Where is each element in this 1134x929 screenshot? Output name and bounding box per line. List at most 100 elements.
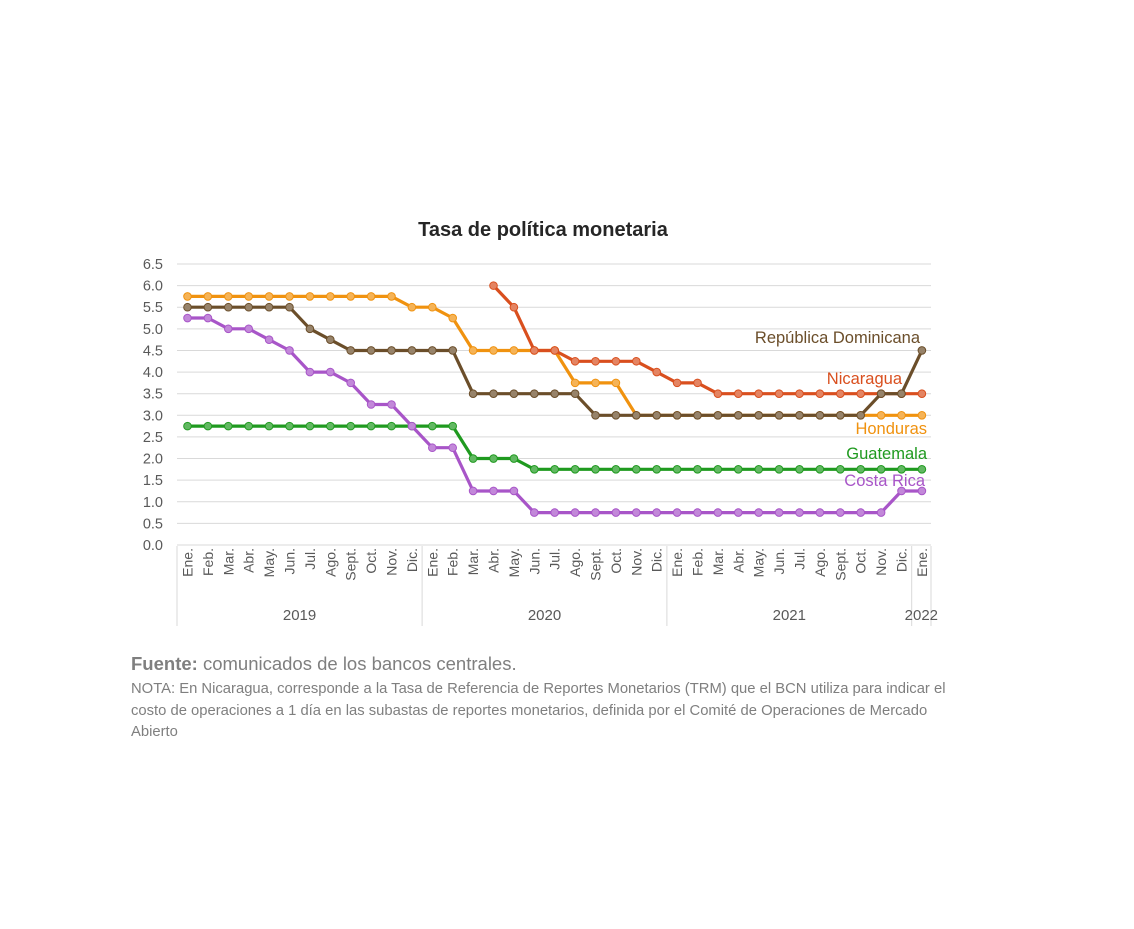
data-point	[346, 292, 356, 301]
data-point	[672, 411, 682, 420]
data-point	[611, 465, 621, 474]
data-point	[652, 367, 662, 377]
x-tick-label: Jul.	[547, 548, 563, 570]
data-point	[509, 389, 519, 398]
data-point	[693, 411, 702, 420]
x-tick-label: Oct.	[853, 548, 869, 574]
data-point	[876, 411, 886, 420]
y-tick-label: 3.5	[143, 387, 163, 403]
series-label: República Dominicana	[755, 329, 921, 347]
data-point	[611, 411, 621, 420]
data-point	[530, 508, 539, 517]
data-point	[611, 508, 621, 517]
series-label: Guatemala	[846, 445, 928, 463]
data-point	[550, 389, 560, 398]
x-tick-label: Jul.	[302, 548, 318, 570]
data-point	[489, 454, 498, 463]
data-point	[509, 486, 519, 496]
data-point	[856, 508, 866, 517]
data-point	[611, 356, 621, 366]
x-tick-label: Abr.	[486, 548, 502, 573]
data-point	[509, 454, 519, 463]
data-point	[264, 421, 274, 431]
data-point	[448, 421, 458, 431]
x-tick-label: Dic.	[404, 548, 420, 572]
data-point	[387, 400, 396, 409]
data-point	[550, 346, 560, 355]
x-tick-label: Jun.	[771, 548, 787, 574]
data-point	[856, 411, 866, 420]
y-tick-label: 5.5	[143, 300, 163, 316]
data-point	[774, 411, 784, 420]
data-point	[468, 454, 478, 463]
data-point	[224, 302, 233, 312]
year-label: 2022	[905, 607, 938, 624]
data-point	[815, 465, 825, 474]
data-point	[366, 421, 376, 431]
data-point	[713, 389, 723, 398]
data-point	[244, 324, 253, 334]
x-tick-label: Ene.	[180, 548, 196, 577]
data-point	[795, 411, 804, 420]
x-tick-label: Mar.	[465, 548, 481, 575]
data-point	[224, 421, 233, 431]
x-tick-label: Feb.	[200, 548, 216, 576]
x-tick-label: Abr.	[730, 548, 746, 573]
data-point	[346, 421, 356, 431]
data-point	[428, 421, 437, 431]
x-tick-label: May.	[506, 548, 522, 577]
data-point	[856, 465, 866, 474]
x-tick-label: Ene.	[669, 548, 685, 577]
data-point	[836, 465, 845, 474]
data-point	[387, 421, 396, 431]
data-point	[836, 508, 845, 517]
data-point	[570, 378, 580, 388]
data-point	[591, 465, 600, 474]
data-point	[897, 465, 906, 474]
x-tick-label: May.	[751, 548, 767, 577]
data-point	[203, 421, 213, 431]
x-tick-label: Jul.	[792, 548, 808, 570]
data-point	[672, 378, 682, 388]
data-point	[591, 411, 600, 420]
data-point	[305, 292, 315, 301]
data-point	[285, 421, 294, 431]
data-point	[570, 465, 580, 474]
data-point	[672, 508, 682, 517]
x-tick-label: Mar.	[220, 548, 236, 575]
data-point	[570, 389, 580, 398]
data-point	[917, 486, 927, 496]
data-point	[285, 292, 294, 301]
year-label: 2020	[528, 607, 561, 624]
chart-title: Tasa de política monetaria	[418, 219, 669, 241]
data-point	[570, 508, 580, 517]
data-point	[407, 421, 417, 431]
data-point	[917, 389, 927, 398]
data-point	[713, 465, 723, 474]
series-label: Honduras	[855, 420, 927, 438]
series-line	[185, 424, 924, 471]
data-point	[591, 508, 600, 517]
series-label: Costa Rica	[844, 472, 926, 490]
data-point	[917, 411, 927, 420]
data-point	[652, 508, 662, 517]
data-point	[489, 389, 498, 398]
data-point	[346, 378, 356, 388]
data-point	[774, 508, 784, 517]
data-point	[550, 508, 560, 517]
data-point	[366, 292, 376, 301]
data-point	[693, 465, 702, 474]
data-point	[754, 411, 764, 420]
series-guatemala	[183, 421, 927, 474]
series-line	[491, 284, 924, 396]
x-tick-label: May.	[261, 548, 277, 577]
y-tick-label: 4.0	[143, 365, 163, 381]
x-tick-label: Feb.	[445, 548, 461, 576]
data-point	[203, 302, 213, 312]
data-point	[183, 313, 192, 323]
data-point	[734, 389, 743, 398]
data-point	[591, 378, 600, 388]
x-tick-label: Jun.	[282, 548, 298, 574]
footnote: NOTA: En Nicaragua, corresponde a la Tas…	[131, 681, 946, 741]
x-tick-label: Sept.	[343, 548, 359, 581]
